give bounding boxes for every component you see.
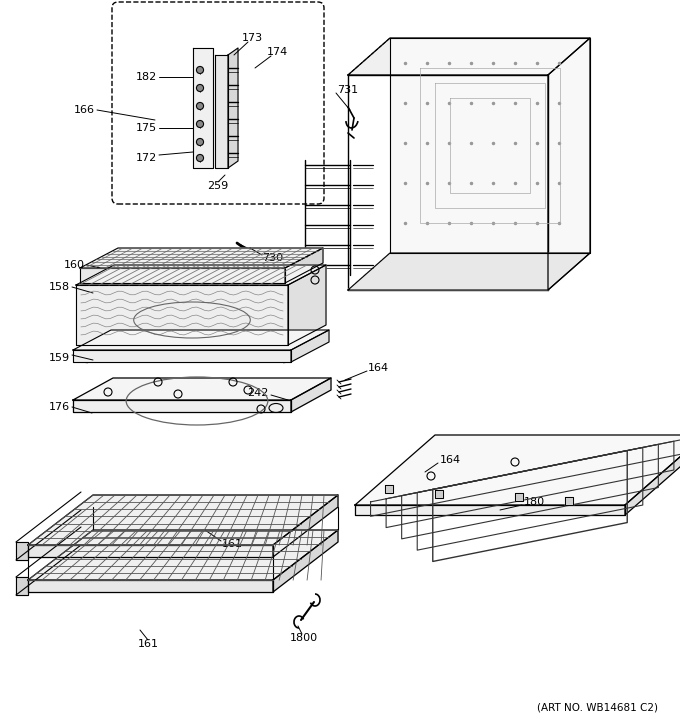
Polygon shape	[228, 48, 238, 168]
Polygon shape	[273, 530, 338, 592]
Polygon shape	[291, 330, 329, 362]
Polygon shape	[76, 285, 288, 345]
Polygon shape	[565, 497, 573, 505]
Polygon shape	[548, 38, 590, 290]
Polygon shape	[193, 48, 213, 168]
Circle shape	[197, 138, 203, 146]
Text: 175: 175	[136, 123, 157, 133]
Polygon shape	[16, 577, 28, 595]
Text: 158: 158	[49, 282, 70, 292]
Polygon shape	[273, 495, 338, 557]
Circle shape	[197, 120, 203, 128]
Polygon shape	[385, 485, 393, 493]
Polygon shape	[80, 248, 323, 268]
Text: 180: 180	[524, 497, 545, 507]
Circle shape	[197, 154, 203, 162]
Text: 731: 731	[337, 85, 358, 95]
Text: 174: 174	[267, 47, 288, 57]
Text: 730: 730	[262, 253, 283, 263]
Polygon shape	[80, 268, 285, 283]
Text: 242: 242	[248, 388, 269, 398]
Text: 159: 159	[49, 353, 70, 363]
Text: 161: 161	[222, 539, 243, 549]
Polygon shape	[73, 350, 291, 362]
Polygon shape	[28, 530, 338, 580]
Text: 172: 172	[136, 153, 157, 163]
Polygon shape	[76, 265, 326, 285]
Text: 166: 166	[74, 105, 95, 115]
Text: 164: 164	[368, 363, 389, 373]
Polygon shape	[435, 490, 443, 498]
Polygon shape	[355, 435, 680, 505]
Circle shape	[197, 85, 203, 91]
Polygon shape	[288, 265, 326, 345]
Polygon shape	[348, 38, 590, 75]
Text: (ART NO. WB14681 C2): (ART NO. WB14681 C2)	[537, 703, 658, 713]
Polygon shape	[348, 253, 590, 290]
Polygon shape	[28, 580, 273, 592]
Text: 182: 182	[136, 72, 157, 82]
Text: 176: 176	[49, 402, 70, 412]
Text: 1800: 1800	[290, 633, 318, 643]
Text: 161: 161	[137, 639, 158, 649]
Polygon shape	[390, 38, 590, 253]
Text: 164: 164	[440, 455, 461, 465]
FancyBboxPatch shape	[112, 2, 324, 204]
Polygon shape	[515, 493, 523, 501]
Circle shape	[197, 102, 203, 109]
Text: 259: 259	[207, 181, 228, 191]
Polygon shape	[73, 378, 331, 400]
Circle shape	[197, 67, 203, 73]
Polygon shape	[16, 542, 28, 560]
Polygon shape	[73, 400, 291, 412]
Text: 160: 160	[64, 260, 85, 270]
Polygon shape	[73, 330, 329, 350]
Polygon shape	[625, 435, 680, 515]
Polygon shape	[285, 248, 323, 283]
Polygon shape	[291, 378, 331, 412]
Polygon shape	[215, 55, 228, 168]
Polygon shape	[28, 545, 273, 557]
Polygon shape	[28, 495, 338, 545]
Text: 173: 173	[241, 33, 262, 43]
Polygon shape	[355, 505, 625, 515]
